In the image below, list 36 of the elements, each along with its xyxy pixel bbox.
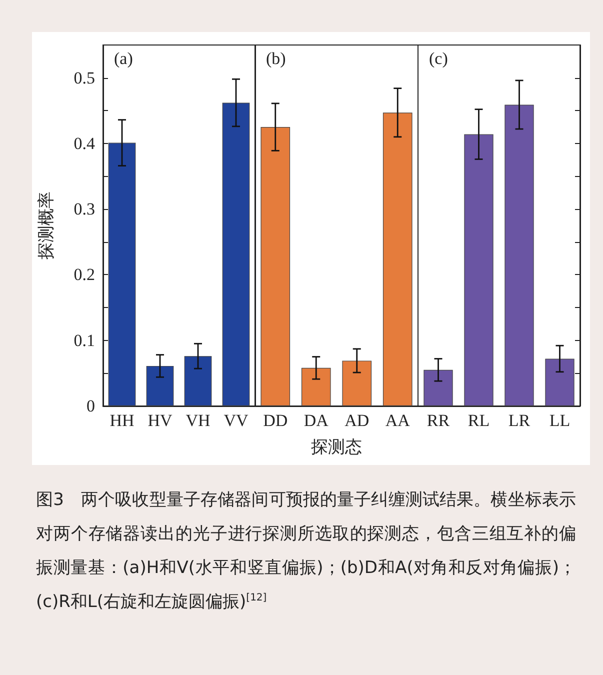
bar	[222, 102, 250, 406]
x-tick-label: LL	[549, 411, 570, 430]
y-tick-label: 0.3	[74, 200, 95, 219]
bar	[184, 356, 212, 406]
x-tick-label: HV	[148, 411, 173, 430]
y-tick-label: 0.1	[74, 330, 95, 350]
x-tick-label: HH	[110, 411, 134, 430]
bar	[424, 370, 453, 406]
x-tick-label: VH	[186, 411, 210, 430]
caption: 图3 两个吸收型量子存储器间可预报的量子纠缠测试结果。横坐标表示对两个存储器读出的光子进行探测所选取的探测态，包含三组互补的偏振测量基：(a)H和V(水平和竖直偏振)；(b)D和A(对角和反对角偏振)；(c)R和L(右旋和左旋圆偏振)$^{[12]}$	[36, 489, 576, 614]
bar	[108, 142, 136, 406]
bar	[545, 358, 574, 406]
x-tick-label: AD	[344, 411, 370, 430]
x-tick-label: RR	[426, 411, 450, 430]
chart-title: (b)	[266, 49, 286, 68]
y-tick-label: 0.2	[74, 265, 95, 284]
bar	[342, 360, 372, 406]
x-tick-label: LR	[508, 411, 531, 430]
x-tick-label: AA	[385, 411, 411, 430]
chart-title: (c)	[429, 49, 448, 68]
x-tick-label: RL	[468, 411, 490, 430]
x-tick-label: VV	[224, 411, 249, 430]
bar	[504, 104, 534, 406]
x-tick-label: DD	[263, 411, 288, 430]
bar	[146, 366, 174, 406]
y-tick-label: 0.5	[74, 68, 95, 88]
y-tick-label: 0.4	[74, 134, 96, 153]
bar	[382, 112, 412, 406]
chart-title: (a)	[114, 49, 133, 68]
bar	[301, 368, 331, 406]
bar	[464, 134, 494, 406]
y-tick-label: 0	[86, 396, 95, 416]
y-axis-title: 探测概率	[36, 192, 56, 260]
x-tick-label: DA	[304, 411, 330, 430]
x-axis-title: 探测态	[311, 438, 362, 458]
bar	[260, 127, 290, 406]
